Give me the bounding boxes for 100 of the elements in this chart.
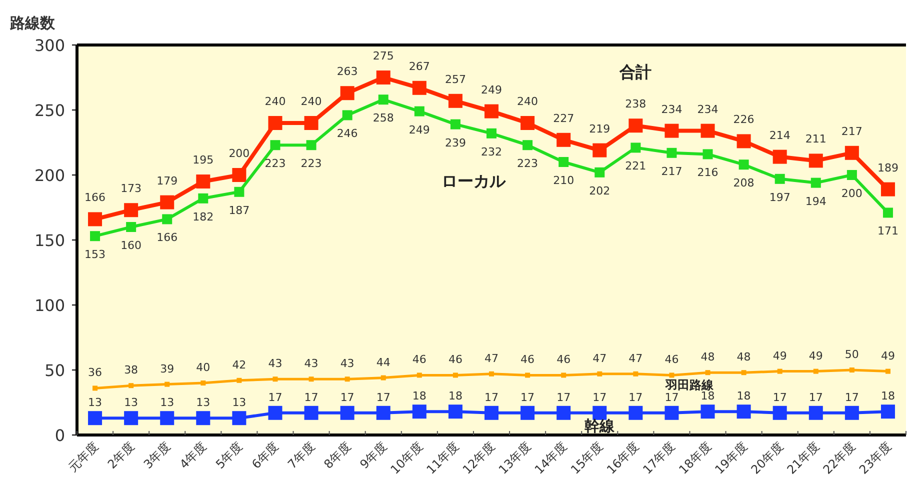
data-label: 44	[376, 356, 390, 369]
x-tick-label: 22年度	[820, 439, 858, 477]
data-label: 200	[228, 147, 250, 160]
point	[232, 168, 246, 182]
point	[772, 150, 787, 164]
point	[880, 182, 895, 196]
point	[849, 368, 854, 372]
point	[304, 116, 318, 130]
point	[452, 372, 458, 378]
data-label: 13	[88, 396, 102, 410]
point	[736, 134, 751, 148]
point	[88, 212, 102, 226]
point	[268, 116, 282, 130]
y-tick-label: 50	[44, 361, 65, 380]
point	[414, 106, 424, 116]
point	[232, 411, 246, 426]
data-label: 18	[736, 390, 751, 403]
point	[160, 411, 174, 426]
point	[236, 378, 242, 383]
point	[268, 406, 282, 420]
point	[736, 404, 751, 419]
point	[450, 119, 460, 130]
data-label: 217	[841, 124, 862, 138]
data-label: 223	[264, 157, 286, 170]
data-label: 17	[844, 390, 859, 404]
point	[520, 406, 535, 420]
data-label: 166	[156, 231, 178, 244]
data-label: 223	[300, 157, 322, 170]
series-label: 幹線	[584, 416, 616, 435]
data-label: 36	[88, 366, 102, 380]
data-label: 13	[232, 396, 246, 410]
point	[808, 406, 823, 420]
data-label: 13	[124, 396, 138, 410]
y-tick-label: 250	[34, 101, 65, 120]
point	[272, 376, 278, 382]
point	[880, 404, 895, 419]
x-tick-label: 23年度	[856, 439, 894, 477]
point	[597, 371, 602, 376]
point	[344, 376, 350, 382]
point	[772, 406, 787, 420]
point	[813, 368, 818, 374]
x-tick-label: 14年度	[532, 439, 570, 477]
point	[270, 140, 280, 150]
data-label: 267	[408, 60, 430, 73]
point	[669, 372, 674, 378]
point	[520, 116, 535, 130]
data-label: 234	[661, 102, 682, 116]
point	[705, 370, 710, 376]
data-label: 153	[84, 248, 106, 262]
data-label: 47	[592, 352, 607, 365]
x-tick-label: 3年度	[140, 439, 174, 472]
data-label: 219	[589, 122, 610, 136]
data-label: 43	[304, 357, 318, 370]
point	[702, 149, 713, 160]
data-label: 217	[661, 164, 682, 178]
point	[164, 382, 170, 387]
data-label: 17	[628, 390, 643, 404]
x-tick-label: 17年度	[640, 439, 678, 477]
x-tick-label: 16年度	[604, 439, 642, 477]
x-tick-label: 9年度	[357, 439, 390, 472]
point	[92, 386, 98, 391]
data-label: 200	[841, 187, 862, 200]
data-label: 257	[444, 72, 466, 86]
data-label: 202	[589, 184, 610, 198]
data-label: 249	[481, 83, 502, 96]
point	[592, 143, 607, 158]
data-label: 18	[412, 390, 426, 403]
y-axis-title: 路線数	[9, 14, 56, 32]
data-label: 189	[877, 161, 898, 174]
point	[882, 208, 893, 218]
point	[738, 160, 749, 170]
data-label: 49	[880, 349, 895, 362]
data-label: 208	[733, 176, 754, 190]
point	[666, 148, 677, 158]
x-tick-label: 6年度	[249, 439, 282, 472]
point	[628, 406, 643, 420]
data-label: 17	[556, 390, 571, 404]
data-label: 17	[772, 390, 787, 404]
data-label: 232	[481, 145, 502, 158]
data-label: 249	[408, 123, 430, 136]
point	[308, 376, 314, 382]
x-tick-label: 8年度	[321, 439, 354, 472]
data-label: 182	[192, 210, 214, 224]
data-label: 194	[805, 194, 826, 208]
series-label: 羽田路線	[664, 378, 715, 392]
point	[304, 406, 318, 420]
point	[556, 132, 571, 147]
data-label: 38	[124, 364, 138, 377]
point	[664, 406, 679, 420]
data-label: 47	[484, 352, 498, 365]
point	[378, 94, 388, 105]
data-label: 17	[340, 390, 354, 404]
data-label: 18	[448, 390, 462, 403]
data-label: 187	[228, 204, 250, 217]
x-tick-label: 元年度	[66, 439, 102, 475]
point	[412, 80, 426, 95]
data-label: 17	[520, 390, 535, 404]
point	[484, 406, 498, 420]
point	[126, 222, 136, 232]
point	[700, 404, 715, 419]
